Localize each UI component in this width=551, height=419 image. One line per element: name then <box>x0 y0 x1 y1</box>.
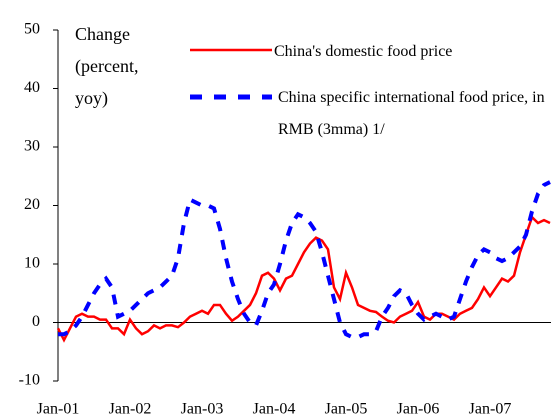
x-tick-label: Jan-03 <box>181 401 224 418</box>
x-tick-label: Jan-04 <box>253 401 296 418</box>
y-tick-label: 10 <box>24 255 40 272</box>
series-line <box>56 214 551 343</box>
x-tick-label: Jan-01 <box>37 401 80 418</box>
y-tick-label: -10 <box>19 372 40 389</box>
y-tick-label: 30 <box>24 138 40 155</box>
y-tick-label: 0 <box>32 313 40 330</box>
x-tick-label: Jan-06 <box>397 401 440 418</box>
x-tick-label: Jan-05 <box>325 401 368 418</box>
legend-label: China's domestic food price <box>274 43 453 60</box>
legend-label: China specific international food price,… <box>278 89 545 138</box>
y-tick-label: 20 <box>24 196 40 213</box>
y-axis-label: Change (percent, yoy) <box>75 24 139 108</box>
y-tick-label: 50 <box>24 21 40 38</box>
series-line <box>58 180 551 340</box>
x-tick-label: Jan-02 <box>109 401 152 418</box>
y-tick-label: 40 <box>24 79 40 96</box>
x-tick-label: Jan-07 <box>469 401 512 418</box>
